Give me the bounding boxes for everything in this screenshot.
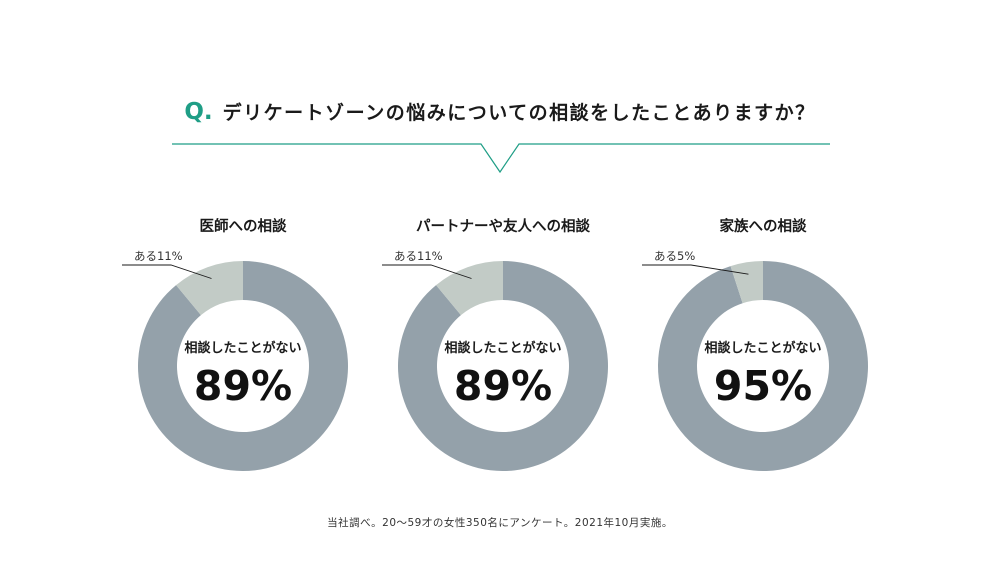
callout-leader xyxy=(382,264,472,279)
center-label: 相談したことがない xyxy=(444,340,561,356)
slice-no xyxy=(398,261,608,472)
callout-label: ある11% xyxy=(134,249,183,263)
center-label: 相談したことがない xyxy=(184,340,301,356)
chart-title: 医師への相談 xyxy=(200,217,287,235)
slice-yes xyxy=(436,261,503,316)
callout-label: ある11% xyxy=(394,249,443,263)
footnote: 当社調べ。20〜59才の女性350名にアンケート。2021年10月実施。 xyxy=(327,517,673,529)
callout-leader xyxy=(642,264,749,275)
center-value: 89% xyxy=(194,362,292,410)
question-heading: Q. デリケートゾーンの悩みについての相談をしたことありますか？ xyxy=(0,98,1000,125)
slice-no xyxy=(658,261,868,471)
slice-yes xyxy=(176,261,243,316)
center-label: 相談したことがない xyxy=(704,340,821,356)
slice-no xyxy=(137,261,348,472)
slice-yes xyxy=(730,261,763,304)
chart-title: パートナーや友人への相談 xyxy=(416,217,590,235)
question-text: デリケートゾーンの悩みについての相談をしたことありますか？ xyxy=(222,102,816,124)
q-mark: Q. xyxy=(184,99,213,125)
divider-with-notch xyxy=(172,143,830,174)
callout-leader xyxy=(122,264,212,279)
center-value: 89% xyxy=(454,362,552,410)
chart-title: 家族への相談 xyxy=(720,217,807,235)
center-value: 95% xyxy=(714,362,812,410)
callout-label: ある5% xyxy=(654,249,695,263)
